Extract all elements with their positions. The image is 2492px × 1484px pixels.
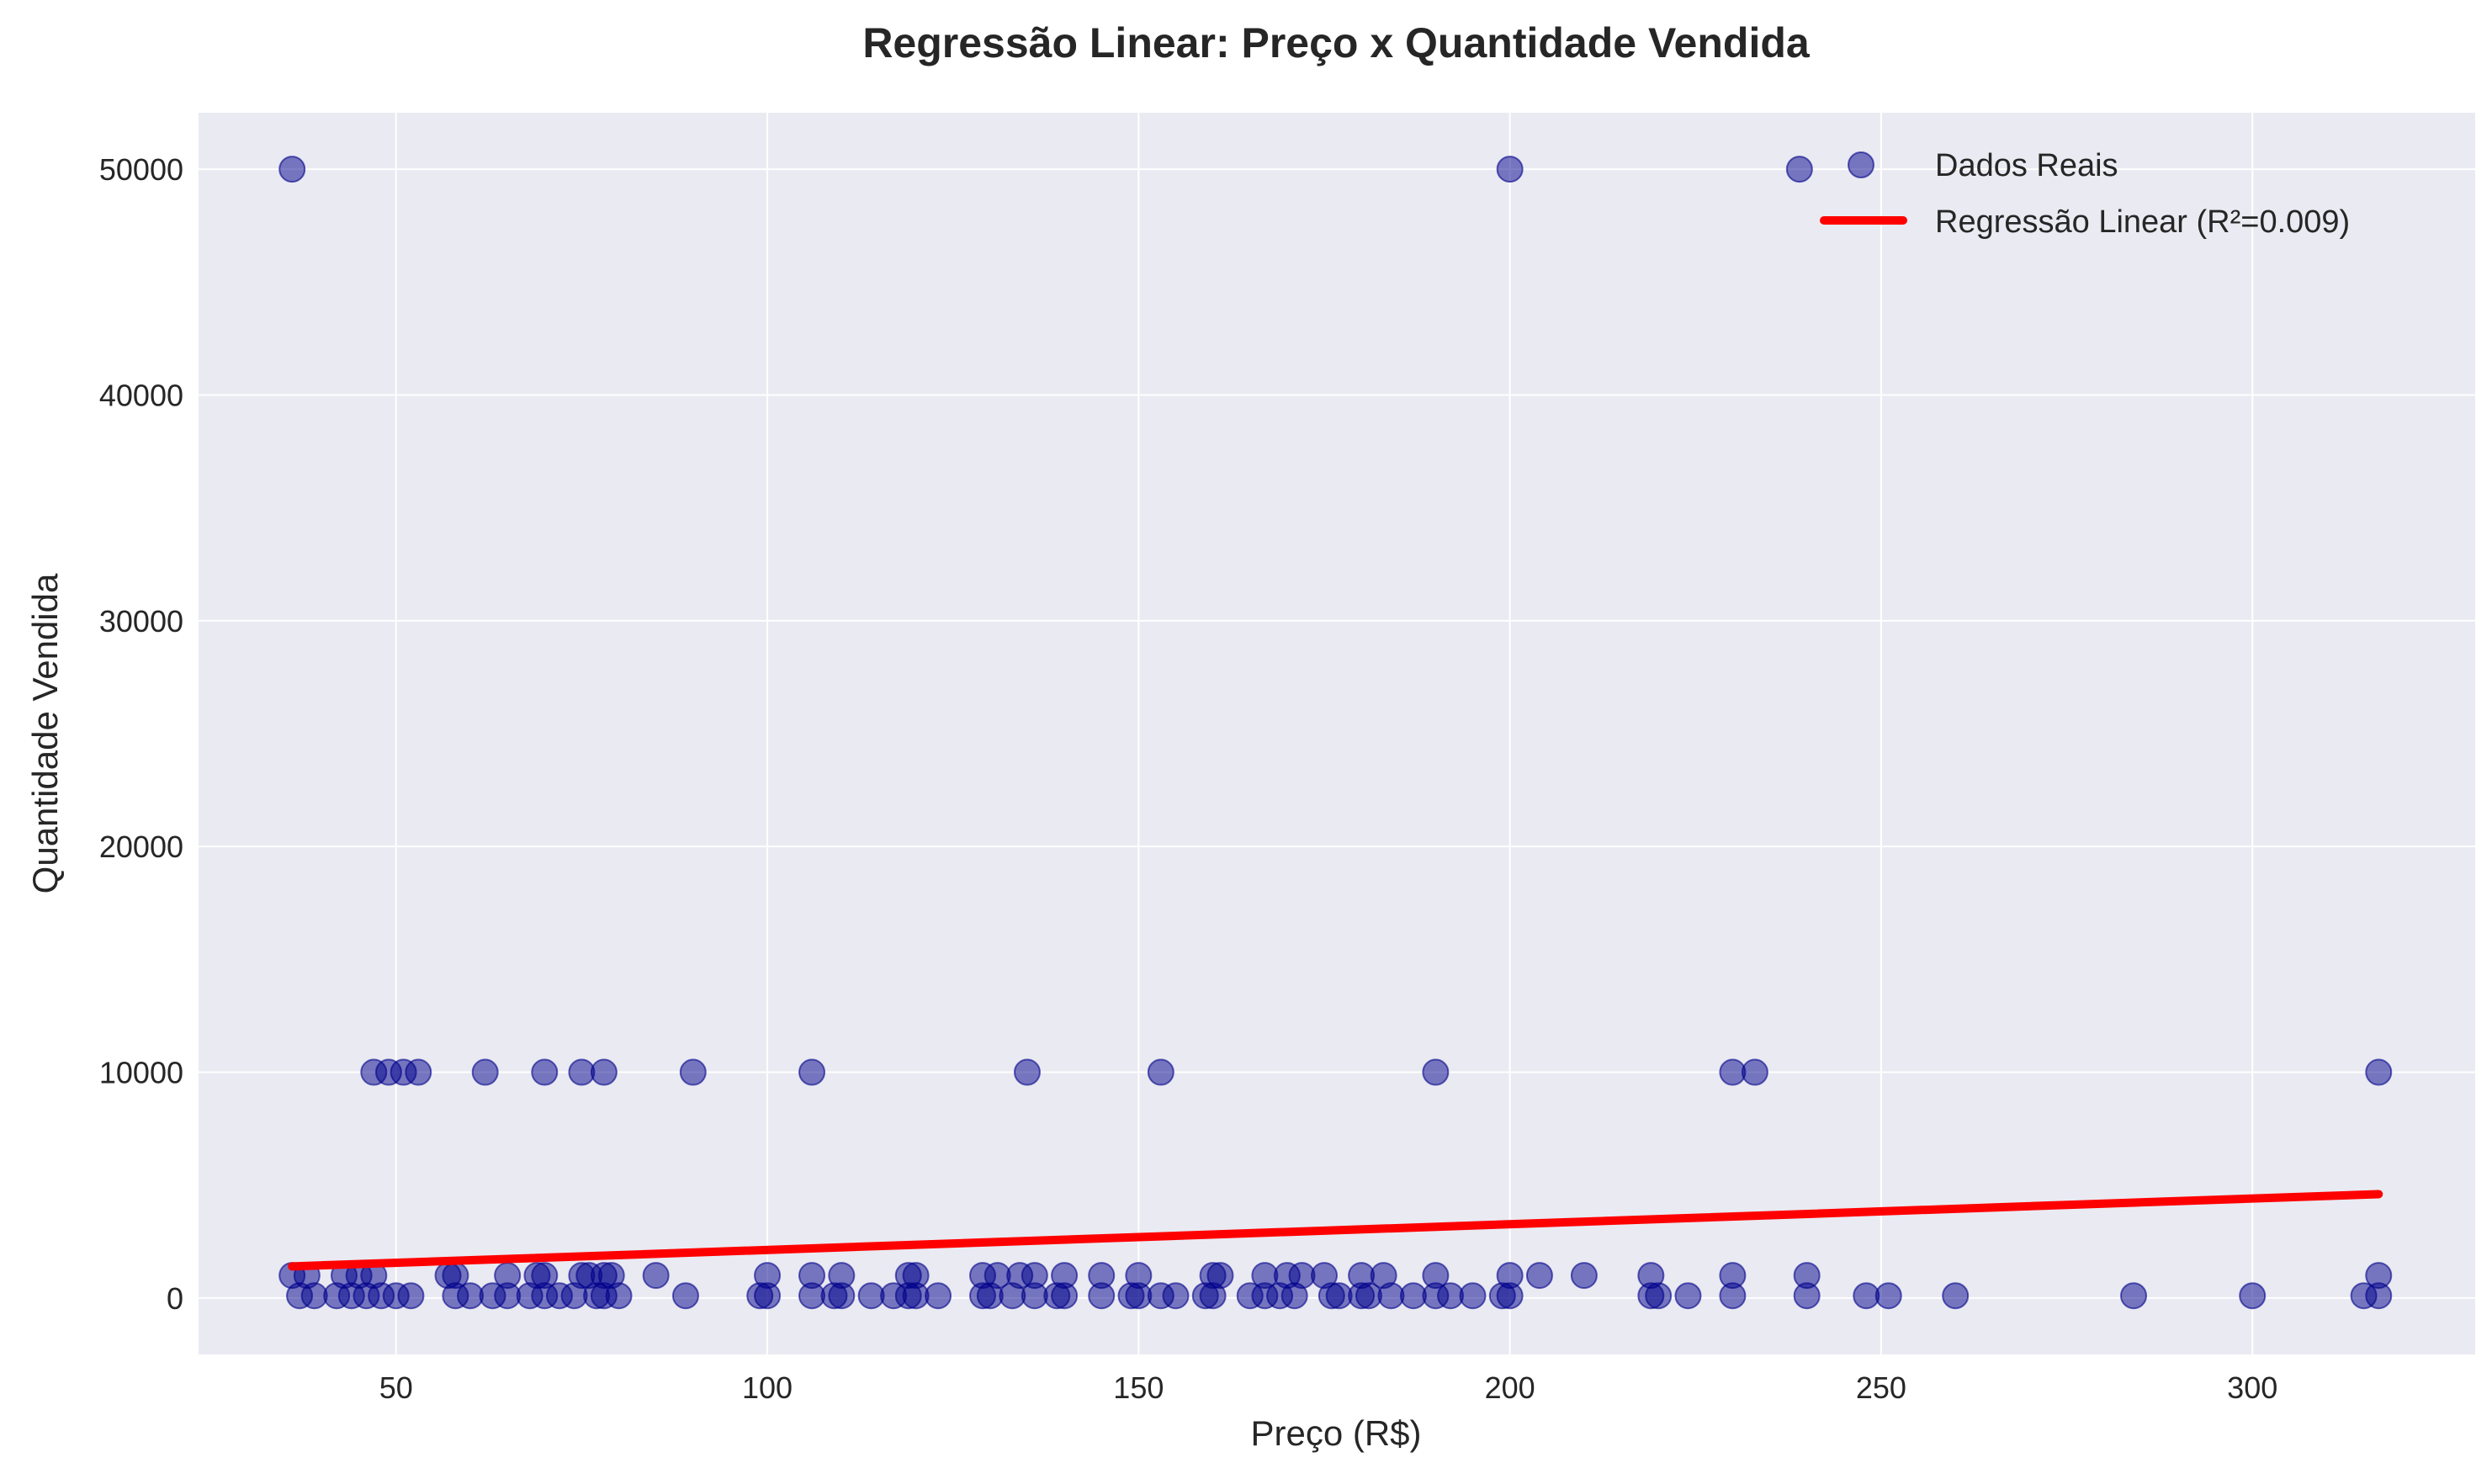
data-point — [1942, 1282, 1970, 1310]
legend: Dados Reais Regressão Linear (R²=0.009) — [1820, 148, 2350, 240]
regression-line-group — [288, 1190, 2383, 1271]
data-point — [1496, 156, 1524, 183]
data-point — [2365, 1282, 2393, 1310]
data-point — [605, 1282, 633, 1310]
data-point — [1280, 1282, 1308, 1310]
legend-marker-scatter — [1848, 151, 1874, 178]
data-point — [1645, 1282, 1673, 1310]
data-point — [1793, 1282, 1821, 1310]
data-point — [1013, 1058, 1041, 1086]
legend-label-line: Regressão Linear (R²=0.009) — [1935, 204, 2350, 240]
data-point — [828, 1282, 856, 1310]
data-point — [754, 1282, 782, 1310]
data-point — [925, 1282, 952, 1310]
y-tick-label: 10000 — [99, 1056, 183, 1090]
y-tick-label: 20000 — [99, 829, 183, 864]
y-tick-label: 50000 — [99, 152, 183, 187]
data-point — [1088, 1282, 1116, 1310]
data-point — [1199, 1282, 1227, 1310]
plot-area — [199, 113, 2475, 1354]
y-tick-label: 0 — [167, 1281, 183, 1316]
x-tick-label: 100 — [742, 1370, 793, 1405]
data-point — [1496, 1282, 1524, 1310]
x-tick-label: 250 — [1856, 1370, 1906, 1405]
data-point — [1719, 1282, 1747, 1310]
data-point — [405, 1058, 432, 1086]
regression-line — [288, 1190, 2383, 1271]
data-point — [1162, 1282, 1190, 1310]
data-point — [471, 1058, 499, 1086]
data-point — [531, 1058, 559, 1086]
data-point — [1147, 1058, 1174, 1086]
data-point — [1570, 1262, 1598, 1290]
data-point — [1459, 1282, 1487, 1310]
scatter-points — [278, 156, 2393, 1310]
data-point — [2239, 1282, 2267, 1310]
x-axis-label: Preço (R$) — [1250, 1413, 1421, 1453]
y-tick-label: 40000 — [99, 378, 183, 412]
data-point — [2365, 1058, 2393, 1086]
y-axis-ticks: 0 10000 20000 30000 40000 50000 — [99, 152, 183, 1316]
data-point — [1674, 1282, 1702, 1310]
data-point — [1051, 1282, 1079, 1310]
data-point — [642, 1262, 670, 1290]
y-tick-label: 30000 — [99, 604, 183, 639]
x-tick-label: 50 — [379, 1370, 413, 1405]
data-point — [1741, 1058, 1768, 1086]
data-point — [278, 156, 306, 183]
data-point — [1785, 156, 1813, 183]
data-point — [1525, 1262, 1553, 1290]
data-point — [1874, 1282, 1902, 1310]
x-tick-label: 200 — [1485, 1370, 1535, 1405]
x-tick-label: 150 — [1113, 1370, 1164, 1405]
data-point — [679, 1058, 707, 1086]
chart-title: Regressão Linear: Preço x Quantidade Ven… — [862, 19, 1811, 66]
data-point — [798, 1058, 826, 1086]
y-axis-label: Quantidade Vendida — [25, 573, 65, 893]
data-point — [2120, 1282, 2148, 1310]
x-tick-label: 300 — [2227, 1370, 2277, 1405]
data-point — [671, 1282, 699, 1310]
x-axis-ticks: 50 100 150 200 250 300 — [379, 1370, 2278, 1405]
data-point — [1422, 1058, 1450, 1086]
legend-label-scatter: Dados Reais — [1935, 148, 2118, 183]
data-point — [590, 1058, 618, 1086]
data-point — [397, 1282, 425, 1310]
